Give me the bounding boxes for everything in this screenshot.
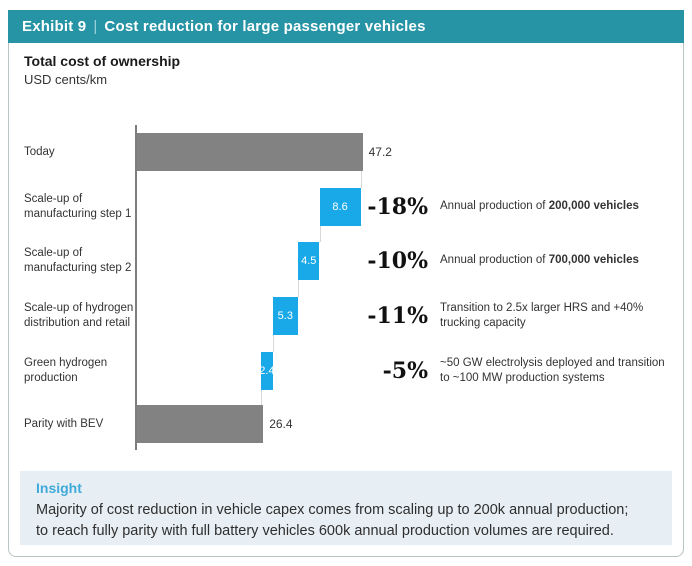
insight-title: Insight xyxy=(36,480,82,496)
insight-box: Insight Majority of cost reduction in ve… xyxy=(20,471,672,545)
row-label: Parity with BEV xyxy=(24,417,104,430)
annotation: Annual production of 700,000 vehicles xyxy=(440,254,639,267)
annotation: Transition to 2.5x larger HRS and +40% tr… xyxy=(440,301,644,330)
bar-value-label: 26.4 xyxy=(269,417,293,431)
header-title: Cost reduction for large passenger vehic… xyxy=(104,18,426,35)
connector-line xyxy=(319,226,321,242)
insight-line-1: Majority of cost reduction in vehicle ca… xyxy=(36,502,629,518)
bar-total xyxy=(137,133,363,171)
bar-decrease: 8.6 xyxy=(319,188,361,226)
insight-line-2: to reach fully parity with full battery … xyxy=(36,523,614,539)
connector-line xyxy=(261,390,263,405)
exhibit-header: Exhibit 9 | Cost reduction for large passe… xyxy=(8,10,684,43)
bar-decrease: 4.5 xyxy=(297,242,320,280)
percent-label: -10% xyxy=(367,248,428,274)
bar-value-label: 47.2 xyxy=(368,145,392,159)
row-label: Green hydrogen production xyxy=(24,357,108,384)
percent-label: -5% xyxy=(382,358,428,384)
bar-inner-label: 4.5 xyxy=(301,255,317,267)
chart-title: Total cost of ownership xyxy=(24,53,181,69)
chart-subtitle: USD cents/km xyxy=(24,72,108,87)
bar-inner-label: 5.3 xyxy=(277,310,293,322)
bar-inner-label: 8.6 xyxy=(332,201,348,213)
annotation: Annual production of 200,000 vehicles xyxy=(440,200,639,213)
bar-decrease: 5.3 xyxy=(272,297,298,335)
row-label: Scale-up of manufacturing step 1 xyxy=(24,193,132,220)
row-label: Scale-up of hydrogen distribution and re… xyxy=(24,302,134,329)
bar-total xyxy=(137,405,264,443)
bar-decrease: 2.4 xyxy=(259,352,275,390)
connector-line xyxy=(272,335,274,352)
exhibit-label: Exhibit 9 xyxy=(22,18,87,35)
percent-label: -11% xyxy=(367,303,428,329)
header-separator: | xyxy=(93,18,98,35)
annotation: ~50 GW electrolysis deployed and transit… xyxy=(440,356,665,385)
row-label: Scale-up of manufacturing step 2 xyxy=(24,247,132,274)
connector-line xyxy=(360,171,362,188)
y-axis-line xyxy=(135,125,137,450)
connector-line xyxy=(297,280,299,297)
bar-inner-label: 2.4 xyxy=(259,365,275,377)
row-label: Today xyxy=(24,145,55,158)
percent-label: -18% xyxy=(367,194,428,220)
